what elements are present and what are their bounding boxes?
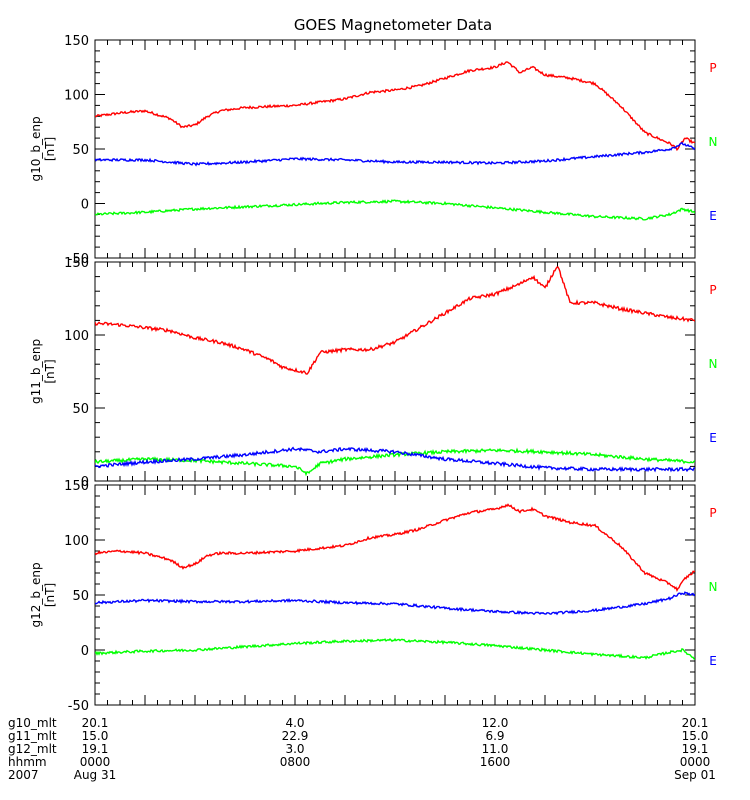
y-tick-label: -50 [68,252,89,267]
series-line-e [95,591,695,616]
series-line-e [95,446,695,473]
footer-cell: 12.0 [482,716,509,730]
footer-row-label: g10_mlt [8,716,57,730]
footer-row-label: 2007 [8,768,39,782]
y-axis-label: g11_b_enp [29,339,43,404]
panel-frame [94,261,696,482]
footer-row-label: g11_mlt [8,729,57,743]
footer-cell: 3.0 [285,742,304,756]
y-tick-label: 100 [64,89,89,104]
footer-cell: 19.1 [682,742,709,756]
series-line-e [95,141,695,167]
footer-row-label: hhmm [8,755,47,769]
legend-e: E [709,654,717,668]
footer-cell: 6.9 [485,729,504,743]
y-axis-label: g10_b_enp [29,116,43,181]
y-tick-label: 0 [81,644,89,659]
footer-cell: 0800 [280,755,311,769]
panel-2: 0 50 100 150 g11_b_enp [nT] P N E [29,256,717,490]
legend-n: N [709,580,718,594]
footer-row-label: g12_mlt [8,742,57,756]
series-line-p [95,61,695,152]
y-tick-label: 0 [81,198,89,213]
legend-e: E [709,431,717,445]
y-axis-units: [nT] [43,583,57,607]
legend-n: N [709,357,718,371]
footer-cell: 15.0 [682,729,709,743]
y-tick-label: 150 [64,34,89,49]
panel-3: -50 0 50 100 150 g12_b_enp [nT] P N E [29,479,717,714]
footer-cell: Sep 01 [674,768,716,782]
series-line-p [95,266,695,375]
footer-cell: 4.0 [285,716,304,730]
y-tick-label: 150 [64,479,89,494]
y-tick-label: 150 [64,256,89,271]
legend-e: E [709,209,717,223]
panel-frame [94,39,696,259]
legend-p: P [709,506,716,520]
chart-title: GOES Magnetometer Data [294,16,492,34]
panel-frame [94,484,696,706]
legend-n: N [709,135,718,149]
footer-cell: Aug 31 [74,768,117,782]
legend-p: P [709,61,716,75]
series-line-p [95,503,695,593]
footer-cell: 15.0 [82,729,109,743]
footer-table: g10_mltg11_mltg12_mlthhmm200720.115.019.… [8,716,716,782]
footer-cell: 19.1 [82,742,109,756]
y-tick-label: 100 [64,534,89,549]
footer-cell: 20.1 [82,716,109,730]
series-line-n [95,199,695,221]
legend-p: P [709,283,716,297]
y-axis-label: g12_b_enp [29,562,43,627]
y-tick-label: 50 [72,143,89,158]
y-tick-label: -50 [68,699,89,714]
y-tick-label: 0 [81,475,89,490]
footer-cell: 0000 [80,755,111,769]
y-tick-label: 100 [64,329,89,344]
series-line-n [95,637,695,661]
y-axis-units: [nT] [43,359,57,383]
footer-cell: 11.0 [482,742,509,756]
footer-cell: 0000 [680,755,711,769]
y-axis-units: [nT] [43,137,57,161]
footer-cell: 22.9 [282,729,309,743]
y-tick-label: 50 [72,402,89,417]
footer-cell: 20.1 [682,716,709,730]
footer-cell: 1600 [480,755,511,769]
y-tick-label: 50 [72,589,89,604]
panel-1: -50 0 50 100 150 g10_b_enp [nT] P N E [29,34,717,267]
